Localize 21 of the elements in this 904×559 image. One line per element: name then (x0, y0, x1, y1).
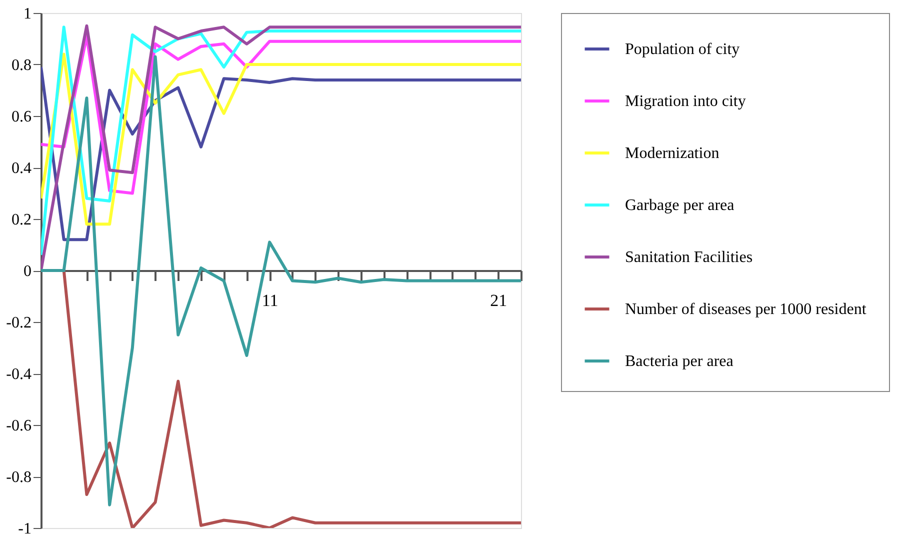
y-tick-label: -0.4 (6, 366, 32, 383)
legend-label: Modernization (625, 145, 720, 162)
y-tick-label: 0.2 (12, 212, 32, 228)
legend-label: Number of diseases per 1000 resident (625, 301, 867, 318)
y-tick-label: 1 (24, 6, 32, 22)
legend-label: Sanitation Facilities (625, 249, 753, 266)
y-tick-label: -0.6 (6, 418, 32, 434)
y-tick-label: -0.2 (6, 314, 32, 332)
y-tick-label: 0.6 (12, 108, 32, 126)
y-tick-label: 0.4 (12, 160, 32, 177)
x-tick-label: 21 (490, 291, 508, 310)
y-tick-label: -1 (18, 520, 32, 538)
x-tick-label: 11 (262, 291, 278, 310)
y-tick-label: -0.8 (6, 469, 32, 486)
y-tick-label: 0.8 (12, 57, 32, 74)
legend-label: Bacteria per area (625, 353, 734, 370)
legend-label: Migration into city (625, 93, 746, 110)
legend-label: Garbage per area (625, 197, 734, 214)
line-series (41, 52, 521, 226)
legend-label: Population of city (625, 41, 740, 58)
y-tick-label: 0 (24, 263, 32, 280)
